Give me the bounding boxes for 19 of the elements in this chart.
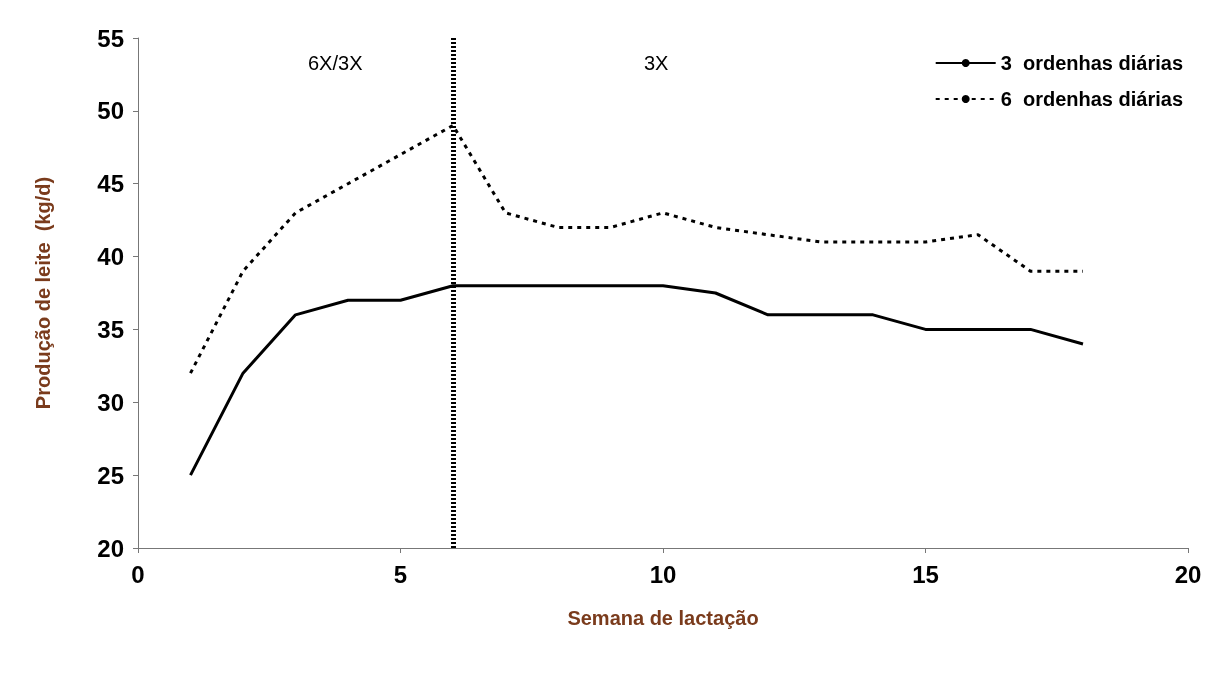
annotation: 6X/3X — [308, 52, 363, 74]
y-tick-label: 25 — [97, 461, 124, 489]
legend-label: 3 ordenhas diárias — [1000, 52, 1183, 74]
y-axis-title: Produção de leite (kg/d) — [32, 176, 54, 410]
y-tick-label: 20 — [97, 534, 124, 562]
y-tick-label: 30 — [97, 388, 124, 416]
y-tick-label: 50 — [97, 97, 124, 125]
y-tick-label: 35 — [97, 315, 124, 343]
y-tick-label: 45 — [97, 170, 124, 198]
x-tick-label: 5 — [393, 560, 408, 588]
legend-label: 6 ordenhas diárias — [1000, 88, 1183, 110]
x-tick-label: 15 — [912, 560, 939, 588]
x-axis-title: Semana de lactação — [567, 607, 759, 629]
x-tick-label: 0 — [131, 560, 145, 588]
y-tick-label: 55 — [97, 24, 124, 52]
y-tick-label: 40 — [97, 243, 124, 271]
x-tick-label: 10 — [649, 560, 677, 588]
x-tick-label: 20 — [1174, 560, 1202, 588]
annotation: 3X — [644, 52, 669, 74]
